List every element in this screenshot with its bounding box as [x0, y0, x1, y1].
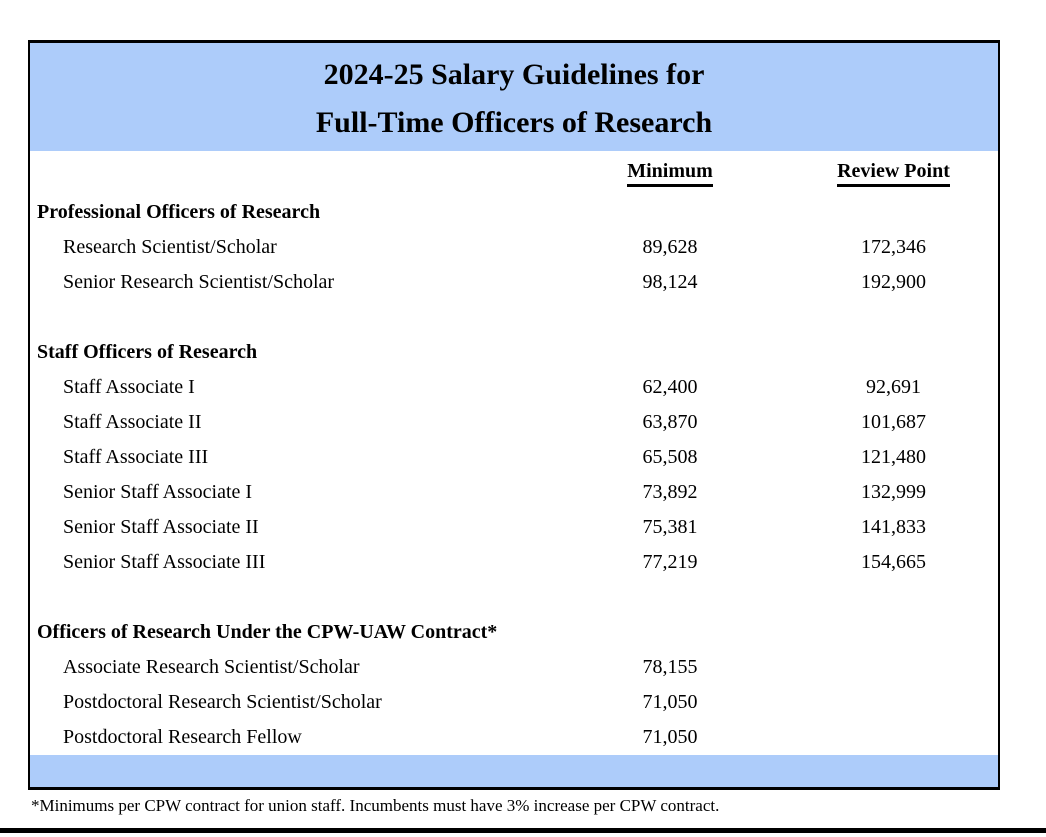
- table-row: Senior Staff Associate III 77,219 154,665: [30, 545, 998, 580]
- column-header-row: Minimum Review Point: [30, 151, 998, 195]
- table-row: Staff Associate II 63,870 101,687: [30, 405, 998, 440]
- row-minimum: 63,870: [642, 411, 698, 433]
- row-title: Staff Associate II: [63, 411, 202, 433]
- table-row: Research Scientist/Scholar 89,628 172,346: [30, 230, 998, 265]
- row-title: Postdoctoral Research Scientist/Scholar: [63, 691, 382, 713]
- row-review-point: 141,833: [861, 516, 926, 538]
- row-title: Research Scientist/Scholar: [63, 236, 277, 258]
- row-title: Associate Research Scientist/Scholar: [63, 656, 360, 678]
- row-minimum: 73,892: [642, 481, 698, 503]
- table-sections: Professional Officers of Research Researc…: [30, 195, 998, 755]
- row-minimum: 71,050: [642, 691, 698, 713]
- table-row: Senior Staff Associate I 73,892 132,999: [30, 475, 998, 510]
- table-row: Associate Research Scientist/Scholar 78,1…: [30, 650, 998, 685]
- table-row: Staff Associate I 62,400 92,691: [30, 370, 998, 405]
- column-header-minimum: Minimum: [575, 160, 765, 187]
- row-minimum: 89,628: [642, 236, 698, 258]
- row-title: Postdoctoral Research Fellow: [63, 726, 302, 748]
- section-spacer: [30, 300, 998, 335]
- row-minimum: 62,400: [642, 376, 698, 398]
- row-review-point: 92,691: [866, 376, 921, 398]
- table-row: Senior Staff Associate II 75,381 141,833: [30, 510, 998, 545]
- column-header-review-point: Review Point: [765, 160, 998, 187]
- section-heading-row: Professional Officers of Research: [30, 195, 998, 230]
- row-review-point: 192,900: [861, 271, 926, 293]
- footnote: *Minimums per CPW contract for union sta…: [31, 796, 720, 815]
- section-heading-row: Officers of Research Under the CPW-UAW C…: [30, 615, 998, 650]
- title-line-2: Full-Time Officers of Research: [315, 106, 713, 139]
- section-heading: Staff Officers of Research: [37, 341, 258, 363]
- row-title: Staff Associate I: [63, 376, 195, 398]
- footer-band: [30, 755, 998, 787]
- row-minimum: 77,219: [642, 551, 698, 573]
- row-minimum: 98,124: [642, 271, 698, 293]
- title-line-1: 2024-25 Salary Guidelines for: [323, 58, 705, 91]
- row-title: Senior Staff Associate II: [63, 516, 259, 538]
- row-title: Senior Staff Associate I: [63, 481, 253, 503]
- table-row: Staff Associate III 65,508 121,480: [30, 440, 998, 475]
- row-minimum: 75,381: [642, 516, 698, 538]
- row-title: Senior Staff Associate III: [63, 551, 266, 573]
- salary-guidelines-table: 2024-25 Salary Guidelines for Full-Time …: [28, 40, 1000, 790]
- row-minimum: 65,508: [642, 446, 698, 468]
- row-minimum: 78,155: [642, 656, 698, 678]
- row-title: Staff Associate III: [63, 446, 209, 468]
- row-minimum: 71,050: [642, 726, 698, 748]
- row-review-point: 132,999: [861, 481, 926, 503]
- table-title-band: 2024-25 Salary Guidelines for Full-Time …: [30, 43, 998, 151]
- bottom-rule: [0, 828, 1046, 833]
- table-row: Postdoctoral Research Scientist/Scholar 7…: [30, 685, 998, 720]
- row-review-point: 172,346: [861, 236, 926, 258]
- row-review-point: 121,480: [861, 446, 926, 468]
- table-row: Postdoctoral Research Fellow 71,050: [30, 720, 998, 755]
- row-review-point: 101,687: [861, 411, 926, 433]
- section-heading: Officers of Research Under the CPW-UAW C…: [37, 621, 498, 643]
- section-heading-row: Staff Officers of Research: [30, 335, 998, 370]
- section-spacer: [30, 580, 998, 615]
- table-row: Senior Research Scientist/Scholar 98,124 1…: [30, 265, 998, 300]
- section-heading: Professional Officers of Research: [37, 201, 321, 223]
- row-review-point: 154,665: [861, 551, 926, 573]
- row-title: Senior Research Scientist/Scholar: [63, 271, 335, 293]
